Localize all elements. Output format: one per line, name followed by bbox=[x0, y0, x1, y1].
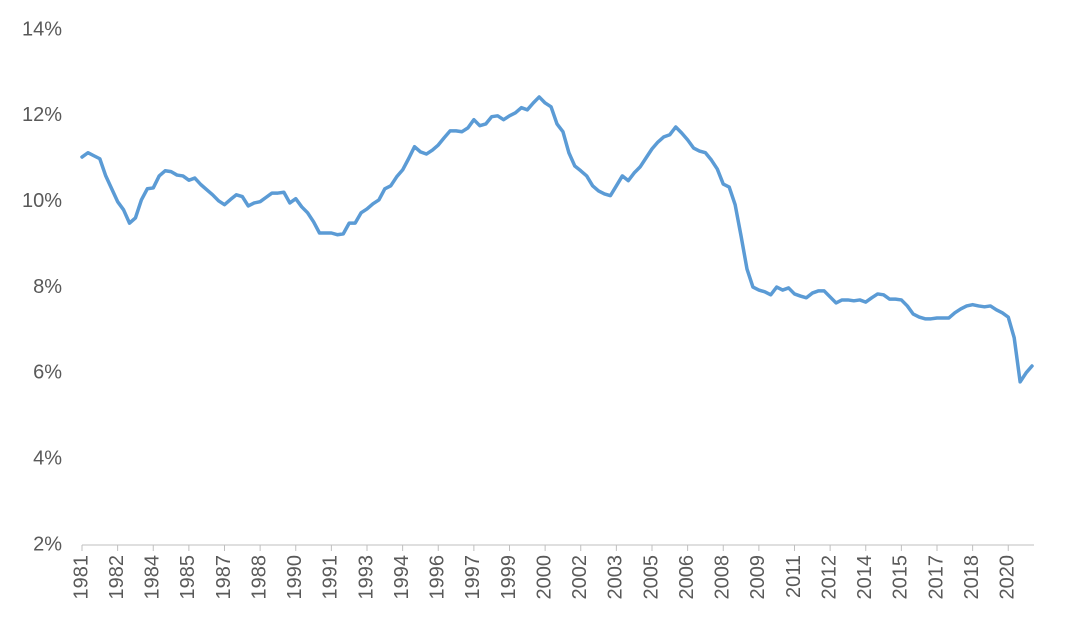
x-tick-label: 2012 bbox=[818, 555, 840, 600]
y-tick-label: 12% bbox=[22, 104, 62, 126]
x-tick-label: 2017 bbox=[925, 555, 947, 600]
x-tick-label: 1988 bbox=[248, 555, 270, 600]
x-tick-label: 1999 bbox=[498, 555, 520, 600]
x-tick-label: 1991 bbox=[320, 555, 342, 600]
x-tick-label: 1990 bbox=[284, 555, 306, 600]
x-tick-label: 1997 bbox=[462, 555, 484, 600]
y-tick-label: 4% bbox=[33, 447, 62, 469]
x-tick-label: 2009 bbox=[747, 555, 769, 600]
x-tick-label: 1982 bbox=[106, 555, 128, 600]
x-tick-label: 1993 bbox=[355, 555, 377, 600]
y-tick-label: 8% bbox=[33, 276, 62, 298]
x-tick-label: 2003 bbox=[605, 555, 627, 600]
y-tick-label: 10% bbox=[22, 190, 62, 212]
x-tick-label: 2020 bbox=[997, 555, 1019, 600]
y-tick-label: 2% bbox=[33, 533, 62, 555]
x-tick-label: 2014 bbox=[854, 555, 876, 600]
x-tick-label: 2000 bbox=[533, 555, 555, 600]
x-tick-label: 2008 bbox=[712, 555, 734, 600]
x-tick-label: 2015 bbox=[890, 555, 912, 600]
x-tick-label: 2018 bbox=[961, 555, 983, 600]
x-tick-label: 1994 bbox=[391, 555, 413, 600]
x-tick-label: 2002 bbox=[569, 555, 591, 600]
x-tick-label: 1996 bbox=[427, 555, 449, 600]
x-tick-label: 1981 bbox=[70, 555, 92, 600]
x-tick-label: 2011 bbox=[783, 555, 805, 598]
y-tick-label: 14% bbox=[22, 18, 62, 40]
y-tick-label: 6% bbox=[33, 362, 62, 384]
x-tick-label: 2005 bbox=[640, 555, 662, 600]
line-series bbox=[80, 95, 1034, 384]
x-tick-label: 1985 bbox=[177, 555, 199, 600]
x-tick-label: 1987 bbox=[213, 555, 235, 600]
x-tick-label: 1984 bbox=[142, 555, 164, 600]
x-tick-label: 2006 bbox=[676, 555, 698, 600]
